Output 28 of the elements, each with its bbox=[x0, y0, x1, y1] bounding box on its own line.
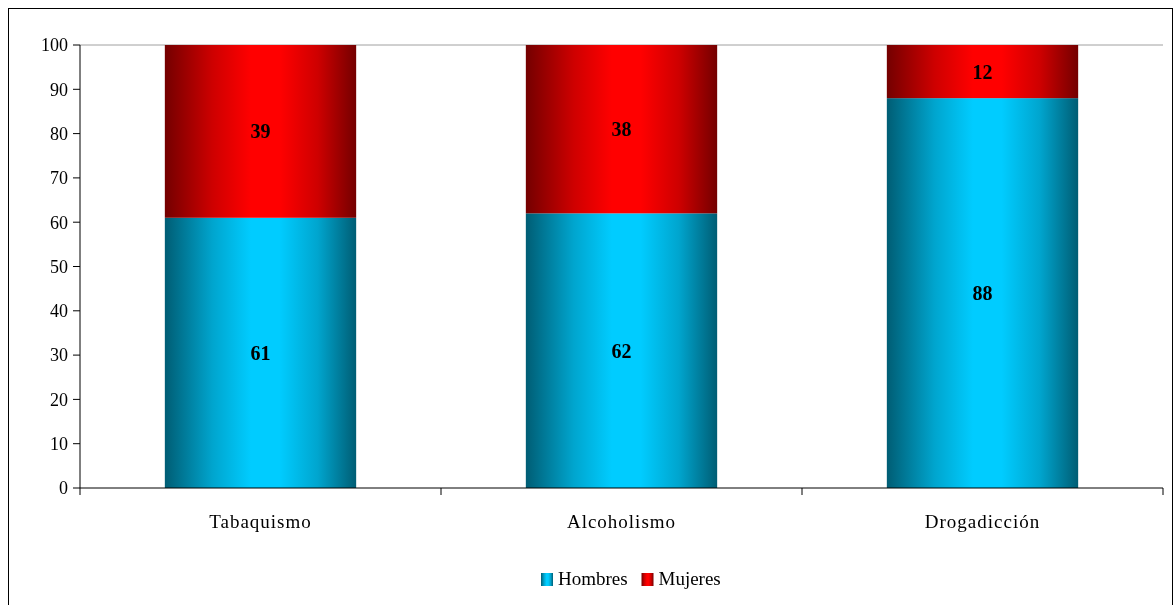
data-label: 61 bbox=[250, 341, 271, 364]
x-tick-label: Drogadicción bbox=[924, 511, 1041, 532]
legend-label: Mujeres bbox=[658, 568, 721, 589]
x-tick-label: Alcoholismo bbox=[566, 511, 677, 532]
y-tick-label: 90 bbox=[50, 79, 68, 100]
data-label: 39 bbox=[250, 120, 271, 143]
y-tick-label: 10 bbox=[50, 434, 68, 454]
x-tick-label: Tabaquismo bbox=[209, 511, 312, 532]
y-tick-label: 0 bbox=[59, 478, 68, 499]
y-tick-label: 40 bbox=[50, 301, 68, 322]
bar bbox=[886, 45, 1079, 99]
y-tick-label: 100 bbox=[41, 35, 68, 56]
y-tick-label: 20 bbox=[50, 389, 68, 410]
y-tick-label: 50 bbox=[50, 256, 68, 277]
y-tick-label: 80 bbox=[50, 123, 68, 144]
legend-label: Hombres bbox=[558, 568, 628, 589]
bar bbox=[525, 213, 718, 488]
y-tick-label: 30 bbox=[50, 345, 68, 366]
y-tick-label: 60 bbox=[50, 212, 68, 233]
data-label: 12 bbox=[972, 60, 993, 83]
data-label: 88 bbox=[972, 282, 993, 305]
bar bbox=[525, 45, 718, 214]
bar bbox=[886, 98, 1079, 488]
data-label: 62 bbox=[611, 339, 632, 362]
y-tick-label: 70 bbox=[50, 168, 68, 189]
bar bbox=[164, 217, 357, 488]
bar bbox=[164, 45, 357, 218]
data-label: 38 bbox=[611, 118, 632, 141]
